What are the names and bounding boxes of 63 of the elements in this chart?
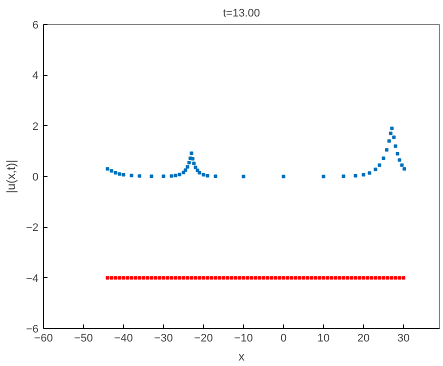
y-tick-label: −4	[26, 272, 39, 285]
x-tick-label: −50	[74, 332, 93, 344]
point	[130, 174, 134, 178]
x-tick-label: −20	[194, 332, 213, 344]
point	[110, 169, 114, 173]
point	[382, 156, 386, 160]
point	[384, 148, 388, 152]
point	[362, 172, 366, 176]
point	[387, 139, 391, 143]
chart-title: t=13.00	[222, 8, 260, 20]
x-tick-label: 10	[317, 332, 330, 344]
x-axis-title: x	[238, 350, 244, 364]
y-tick-label: 2	[32, 120, 39, 133]
point	[118, 172, 122, 176]
point	[187, 160, 191, 164]
point	[392, 135, 396, 139]
x-tick-label: 0	[280, 332, 287, 344]
y-axis-title: |u(x,t)|	[4, 160, 18, 194]
point	[114, 170, 118, 174]
point	[198, 170, 202, 174]
point	[170, 174, 174, 178]
point	[400, 163, 404, 167]
x-tick-label: 20	[357, 332, 370, 344]
x-tick-label: −40	[114, 332, 133, 344]
point	[354, 174, 358, 178]
point	[162, 174, 166, 178]
point	[190, 151, 194, 155]
point	[202, 172, 206, 176]
x-tick-label: 30	[397, 332, 410, 344]
point	[390, 126, 394, 130]
point	[398, 158, 402, 162]
point	[184, 168, 188, 172]
point	[138, 174, 142, 178]
point	[106, 167, 110, 171]
y-tick-label: 0	[32, 172, 39, 184]
point	[368, 171, 372, 175]
point	[378, 163, 382, 167]
y-tick-label: −2	[26, 222, 39, 234]
point	[374, 168, 378, 172]
point	[388, 132, 392, 136]
x-tick-label: −30	[154, 332, 173, 344]
point	[282, 174, 286, 178]
point	[214, 174, 218, 178]
y-tick-label: 4	[32, 70, 39, 82]
point	[242, 174, 246, 178]
y-tick-label: −6	[26, 324, 39, 336]
point	[122, 172, 126, 176]
point	[178, 172, 182, 176]
point	[196, 168, 200, 172]
point	[194, 166, 198, 170]
point	[150, 174, 154, 178]
point	[174, 174, 178, 178]
point	[402, 167, 406, 171]
point	[322, 174, 326, 178]
x-tick-label: −10	[234, 332, 253, 344]
x-tick-label: −60	[34, 332, 53, 344]
point	[396, 152, 400, 156]
point	[342, 174, 346, 178]
point	[186, 165, 190, 169]
y-tick-label: 6	[32, 20, 39, 32]
point	[394, 144, 398, 148]
point	[206, 174, 210, 178]
point	[192, 162, 196, 166]
